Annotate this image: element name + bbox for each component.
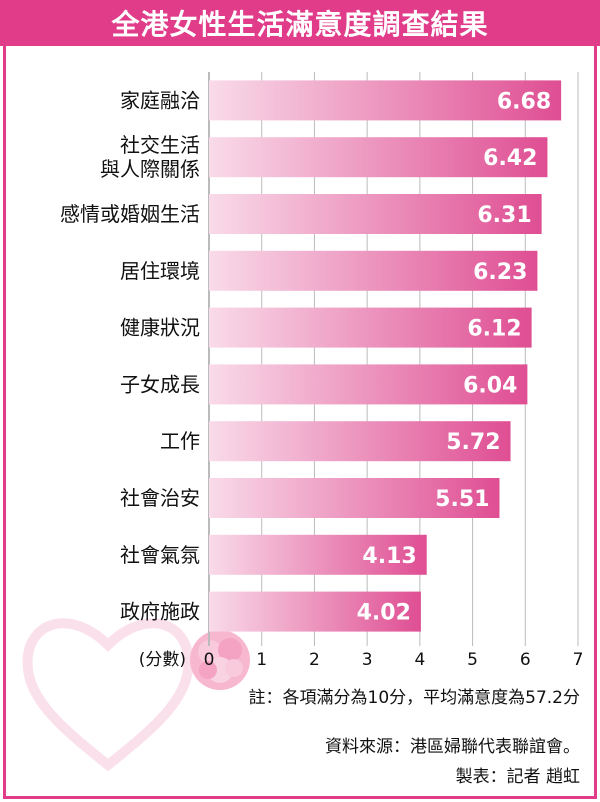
bar-value-label: 6.04 [463, 373, 517, 398]
data-source: 資料來源：港區婦聯代表聯誼會。 [325, 737, 580, 757]
bar [209, 80, 562, 121]
carnation-icon [190, 630, 250, 690]
title-bar: 全港女性生活滿意度調查結果 [0, 0, 600, 46]
bar [209, 364, 528, 405]
bar-value-label: 4.13 [362, 544, 416, 569]
bar [209, 478, 500, 518]
chart-credit: 製表：記者 趙虹 [455, 767, 580, 787]
category-label: 社會治安 [120, 486, 200, 510]
x-tick-label: 6 [520, 650, 531, 670]
category-label: 家庭融洽 [120, 88, 200, 112]
bar [209, 194, 542, 234]
x-tick-label: 3 [362, 650, 373, 670]
bar-value-label: 5.72 [446, 430, 500, 455]
category-label: 子女成長 [120, 372, 200, 396]
bar-value-label: 6.42 [483, 146, 537, 171]
category-label: 社會氣氛 [120, 543, 200, 567]
x-tick-label: 2 [309, 650, 320, 670]
x-tick-label: 5 [467, 650, 478, 670]
bar-value-label: 6.12 [467, 317, 521, 342]
bar-value-label: 4.02 [357, 601, 411, 626]
category-label: 居住環境 [120, 259, 200, 283]
x-axis-label: (分數) [139, 650, 186, 670]
x-tick-label: 0 [204, 650, 215, 670]
category-label: 感情或婚姻生活 [60, 202, 200, 226]
x-tick-label: 7 [573, 650, 584, 670]
category-label: 健康狀況 [120, 316, 200, 340]
bar [209, 591, 421, 632]
x-tick-label: 4 [414, 650, 425, 670]
x-tick-label: 1 [256, 650, 267, 670]
bar [209, 307, 532, 348]
bar [209, 250, 538, 291]
bar [209, 137, 548, 178]
category-label: 工作 [160, 429, 200, 453]
chart-frame [3, 46, 597, 799]
chart-title: 全港女性生活滿意度調查結果 [111, 8, 489, 41]
bar [209, 421, 511, 462]
bar-value-label: 6.68 [497, 89, 551, 114]
ribbon-heart-icon [22, 618, 194, 772]
bar-value-label: 6.31 [477, 203, 531, 228]
category-label: 社交生活與人際關係 [100, 133, 200, 181]
category-label: 政府施政 [120, 600, 200, 624]
bar-value-label: 6.23 [473, 260, 527, 285]
chart-note: 註：各項滿分為10分，平均滿意度為57.2分 [248, 688, 580, 708]
bar-value-label: 5.51 [435, 487, 489, 512]
bar [209, 534, 427, 575]
